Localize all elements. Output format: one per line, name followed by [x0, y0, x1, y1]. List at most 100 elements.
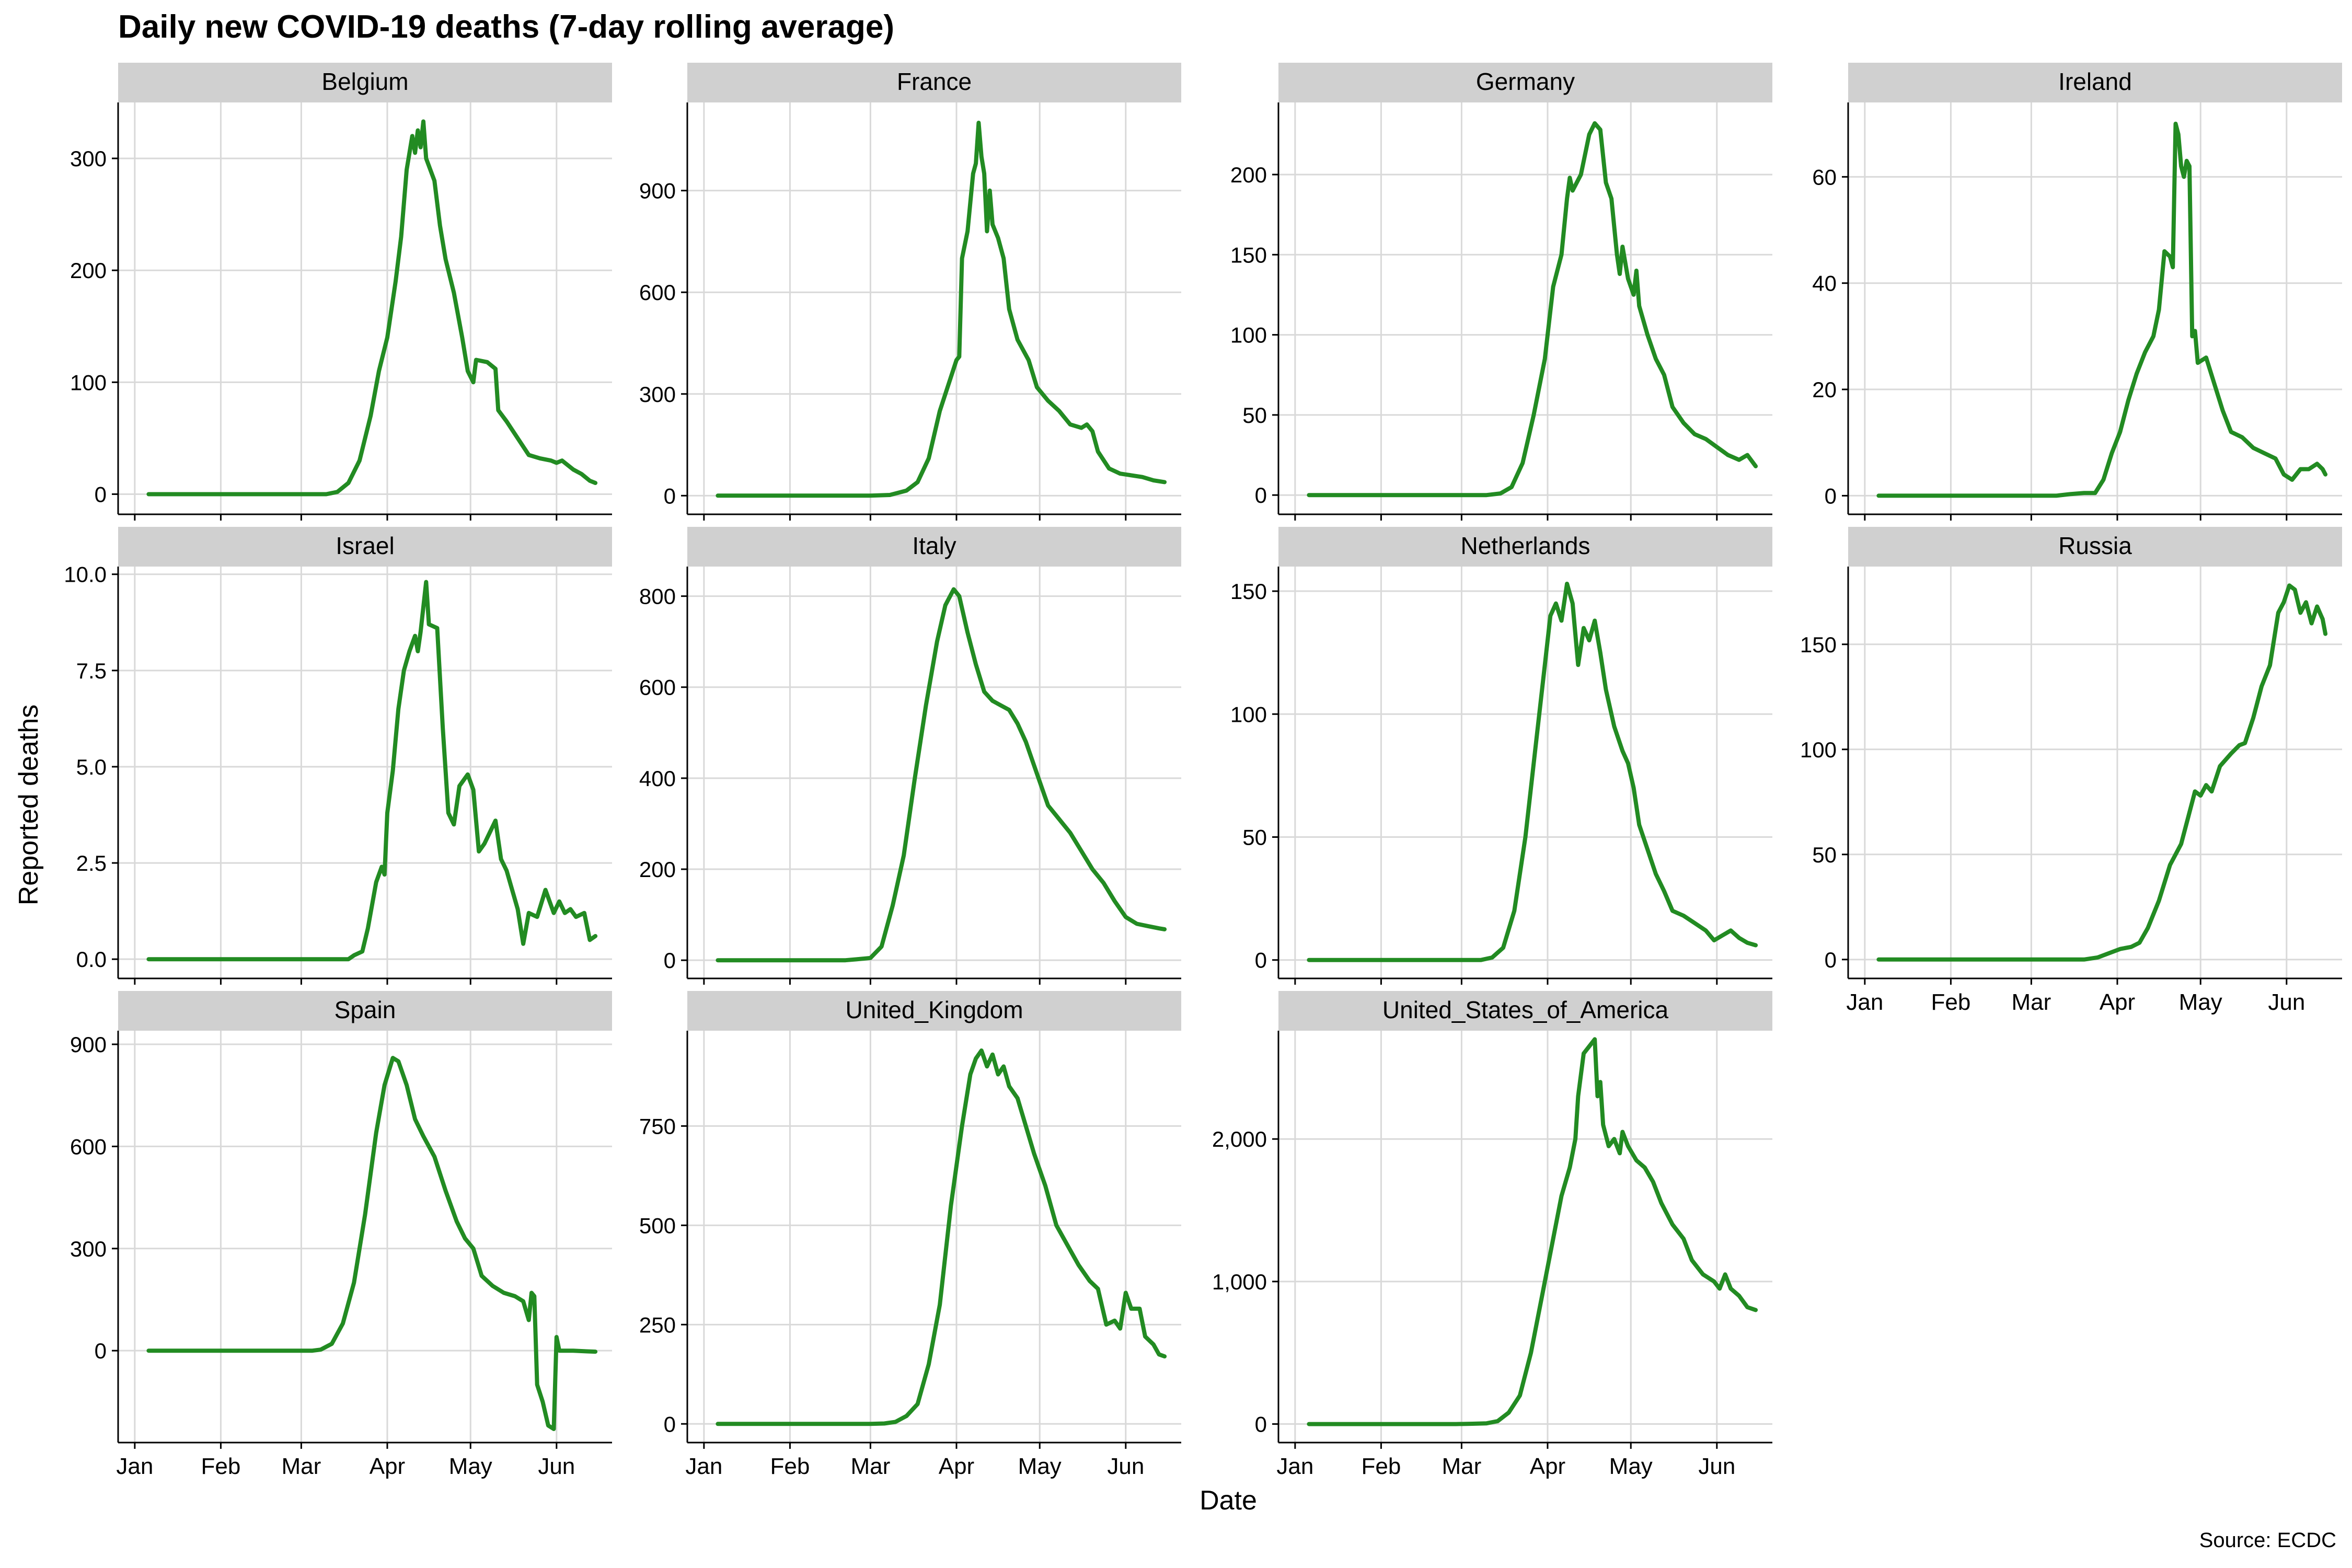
x-tick-label: Jan — [1276, 1454, 1313, 1479]
y-tick-label: 20 — [1812, 377, 1837, 402]
panel-germany: Germany 0 50 100 150 200 — [1230, 63, 1772, 521]
y-tick-label: 200 — [70, 258, 107, 283]
source-caption: Source: ECDC — [2199, 1529, 2336, 1552]
y-tick-label: 600 — [639, 280, 676, 305]
panel-spain: Spain 0 300 600 900 Jan Feb Mar Apr May Jun — [70, 991, 612, 1479]
y-tick-label: 0 — [664, 1412, 676, 1436]
x-tick-label: Jun — [538, 1454, 575, 1479]
y-tick-label: 100 — [70, 370, 107, 395]
x-tick-label: Jan — [1846, 989, 1883, 1015]
y-tick-label: 0 — [1255, 948, 1267, 973]
x-tick-label: Jan — [116, 1454, 153, 1479]
x-tick-label: Apr — [2100, 989, 2135, 1015]
panel-title: Germany — [1476, 68, 1575, 95]
panel-united-kingdom: United_Kingdom 0 250 500 750 Jan Feb Mar Apr May J… — [639, 991, 1181, 1479]
x-tick-label: Apr — [939, 1454, 974, 1479]
x-tick-label: Apr — [370, 1454, 405, 1479]
series-line-italy — [716, 587, 1167, 963]
series-line-israel — [146, 580, 598, 962]
series-line-belgium — [146, 119, 598, 497]
series-line-united-states-of-america — [1307, 1037, 1758, 1426]
y-tick-label: 500 — [639, 1213, 676, 1238]
y-tick-label: 300 — [70, 146, 107, 171]
series-line-russia — [1876, 583, 2328, 962]
x-tick-label: May — [449, 1454, 492, 1479]
y-tick-label: 10.0 — [64, 562, 107, 587]
panel-title: Italy — [912, 532, 956, 559]
x-tick-label: Feb — [1931, 989, 1971, 1015]
x-tick-label: Mar — [851, 1454, 891, 1479]
panel-title: Ireland — [2058, 68, 2132, 95]
panel-title: Spain — [335, 996, 396, 1023]
y-tick-label: 600 — [639, 675, 676, 700]
y-tick-label: 0 — [95, 482, 107, 506]
x-tick-label: Mar — [282, 1454, 321, 1479]
panel-title: United_States_of_America — [1382, 996, 1669, 1023]
panel-netherlands: Netherlands 0 50 100 150 — [1230, 527, 1772, 985]
y-tick-label: 2,000 — [1212, 1127, 1267, 1151]
y-tick-label: 0 — [95, 1339, 107, 1363]
y-axis-title: Reported deaths — [14, 705, 44, 906]
y-tick-label: 0 — [1825, 483, 1837, 508]
panel-strip — [1278, 63, 1772, 102]
panel-title: United_Kingdom — [845, 996, 1023, 1023]
series-line-germany — [1307, 121, 1758, 498]
series-line-ireland — [1876, 121, 2328, 498]
y-tick-label: 0 — [1825, 948, 1837, 972]
x-tick-label: Jan — [685, 1454, 722, 1479]
y-tick-label: 50 — [1812, 843, 1837, 867]
x-tick-label: Mar — [1442, 1454, 1482, 1479]
panel-strip — [687, 991, 1181, 1031]
y-tick-label: 200 — [1230, 163, 1267, 187]
x-tick-label: Jun — [1698, 1454, 1735, 1479]
y-tick-label: 150 — [1800, 632, 1837, 657]
y-tick-label: 600 — [70, 1134, 107, 1159]
y-tick-label: 250 — [639, 1312, 676, 1337]
x-tick-label: May — [1018, 1454, 1062, 1479]
y-tick-label: 0 — [1255, 483, 1267, 508]
y-tick-label: 300 — [70, 1237, 107, 1261]
y-tick-label: 100 — [1230, 323, 1267, 348]
chart-title: Daily new COVID-19 deaths (7-day rolling… — [118, 9, 894, 45]
x-tick-label: May — [2179, 989, 2222, 1015]
y-tick-label: 40 — [1812, 271, 1837, 296]
y-tick-label: 750 — [639, 1114, 676, 1138]
y-tick-label: 50 — [1242, 403, 1267, 428]
x-tick-label: Feb — [1362, 1454, 1401, 1479]
y-tick-label: 150 — [1230, 579, 1267, 604]
y-tick-label: 5.0 — [76, 755, 107, 779]
panel-title: Russia — [2058, 532, 2132, 559]
panel-title: France — [897, 68, 972, 95]
y-tick-label: 7.5 — [76, 659, 107, 683]
y-tick-label: 900 — [70, 1032, 107, 1057]
panel-strip — [1848, 527, 2342, 567]
panel-strip — [118, 63, 612, 102]
x-tick-label: Feb — [201, 1454, 241, 1479]
panel-united-states-of-america: United_States_of_America 0 1,000 2,000 Jan Fe… — [1212, 991, 1772, 1479]
y-tick-label: 300 — [639, 382, 676, 407]
y-tick-label: 0.0 — [76, 947, 107, 972]
series-line-netherlands — [1307, 581, 1758, 962]
y-tick-label: 2.5 — [76, 851, 107, 875]
y-tick-label: 150 — [1230, 243, 1267, 267]
series-line-united-kingdom — [716, 1048, 1167, 1426]
panel-strip — [118, 527, 612, 567]
panel-strip — [687, 63, 1181, 102]
panel-italy: Italy 0 200 400 600 800 — [639, 527, 1181, 985]
y-tick-label: 0 — [664, 948, 676, 973]
y-tick-label: 60 — [1812, 165, 1837, 189]
y-tick-label: 1,000 — [1212, 1270, 1267, 1294]
panel-ireland: Ireland 0 20 40 60 — [1812, 63, 2342, 521]
panel-title: Israel — [336, 532, 394, 559]
y-tick-label: 0 — [664, 483, 676, 508]
y-tick-label: 200 — [639, 857, 676, 882]
x-axis-title: Date — [1200, 1485, 1257, 1516]
x-tick-label: Mar — [2012, 989, 2051, 1015]
panel-strip — [118, 991, 612, 1031]
y-tick-label: 800 — [639, 584, 676, 609]
y-tick-label: 100 — [1800, 737, 1837, 762]
y-tick-label: 100 — [1230, 702, 1267, 727]
panel-israel: Israel 0.0 2.5 5.0 7.5 10.0 — [64, 527, 612, 985]
x-tick-label: Jun — [2268, 989, 2305, 1015]
